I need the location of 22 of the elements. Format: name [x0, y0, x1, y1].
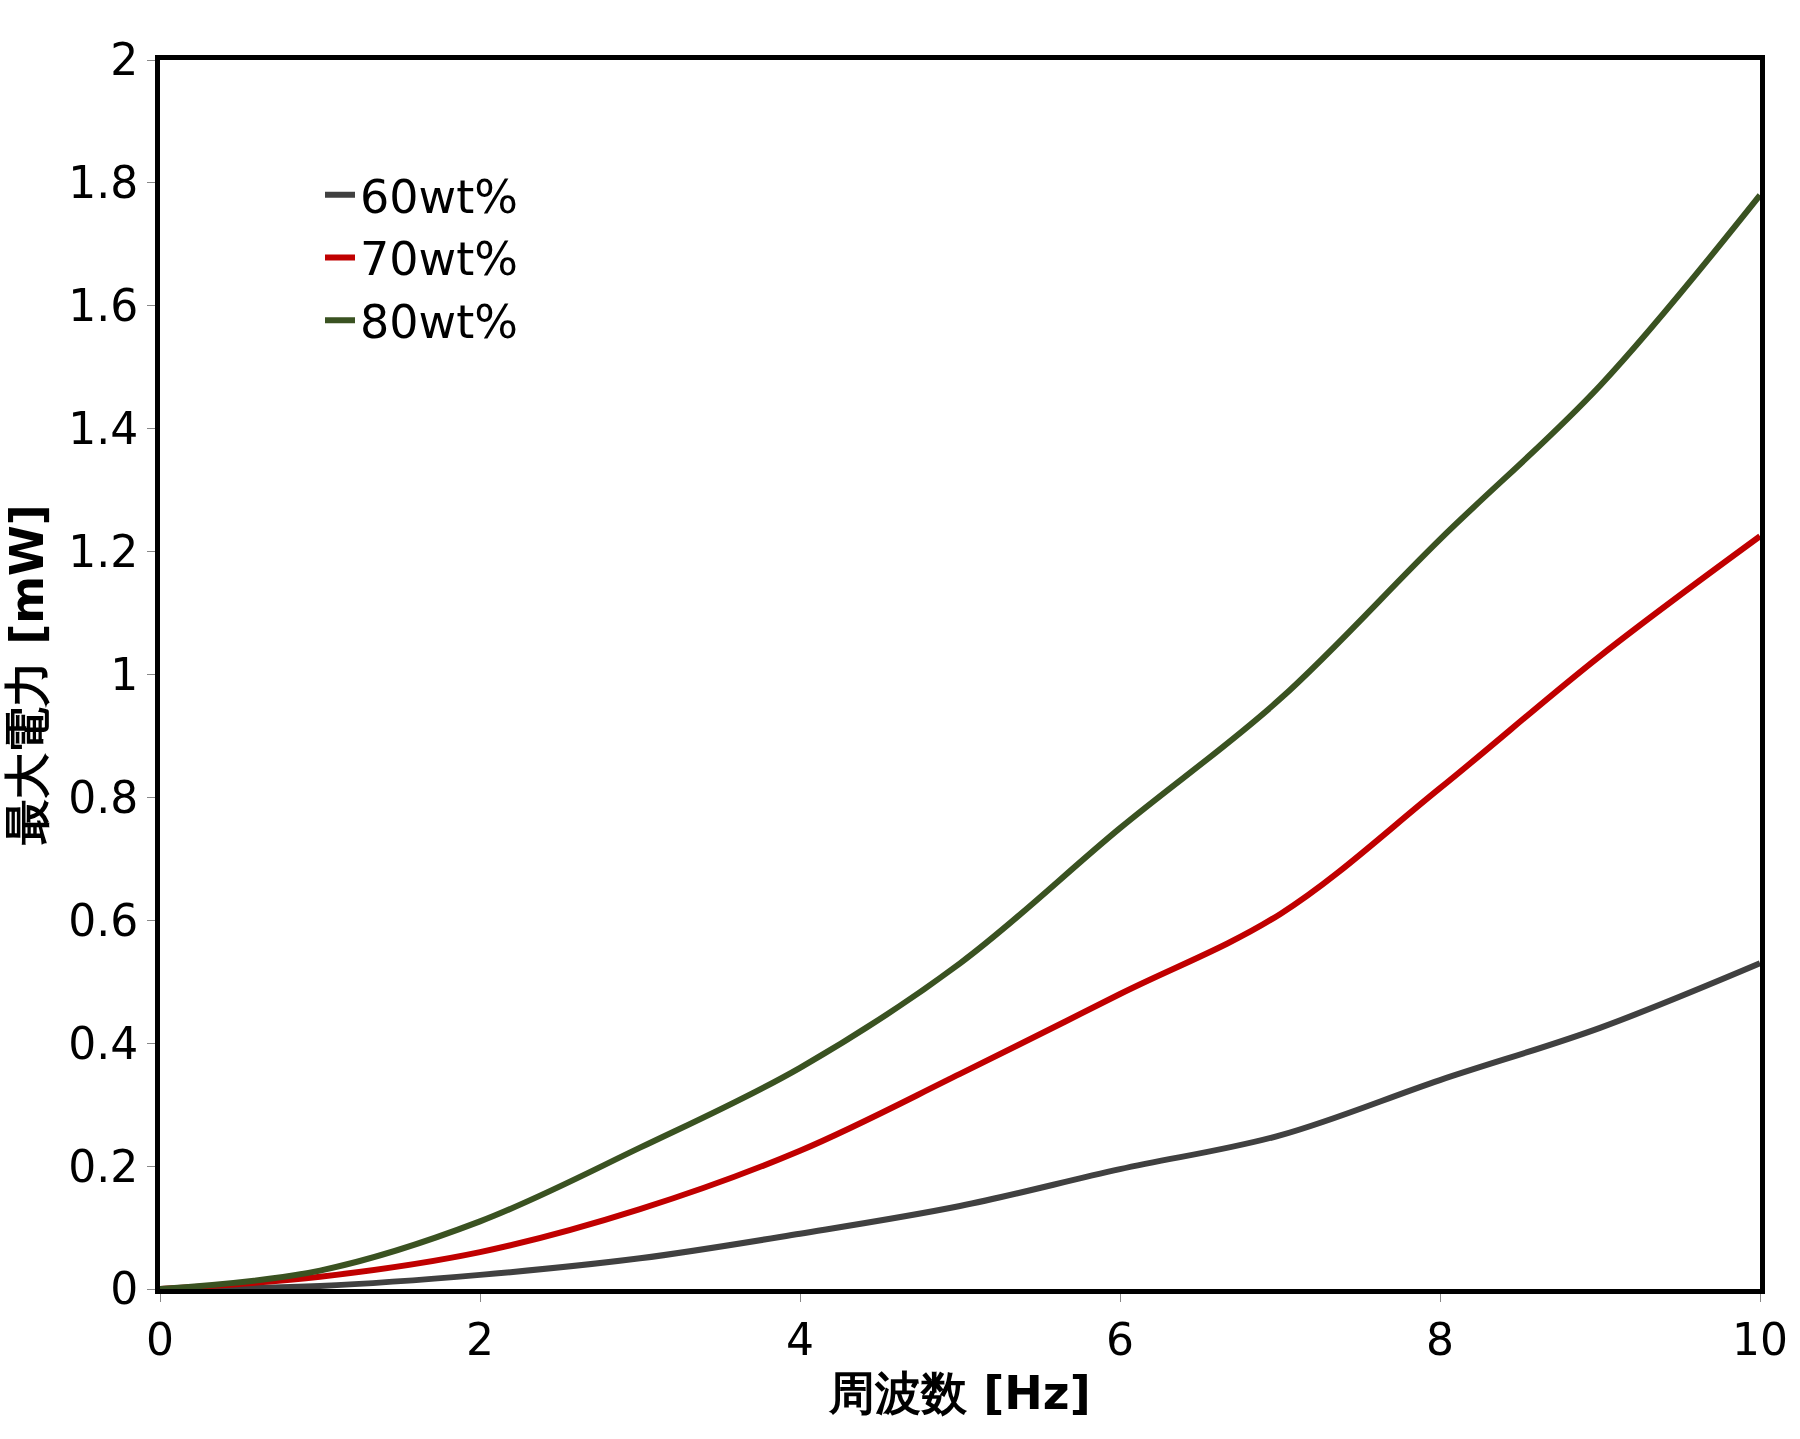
y-tick-label: 1.2 [68, 526, 139, 577]
y-tick-label: 0.8 [68, 771, 139, 823]
x-tick-label: 8 [1426, 1313, 1454, 1365]
legend-label: 70wt% [360, 232, 518, 287]
x-tick-label: 4 [786, 1313, 814, 1365]
x-axis-title: 周波数 [Hz] [828, 1366, 1091, 1421]
y-tick-label: 1.4 [68, 403, 139, 455]
y-tick-label: 1 [110, 648, 139, 700]
y-tick-label: 2 [110, 34, 139, 86]
y-tick-label: 0.2 [68, 1140, 139, 1192]
y-tick-label: 0.4 [68, 1017, 139, 1069]
legend-label: 80wt% [360, 295, 518, 350]
x-tick-label: 2 [466, 1313, 494, 1365]
y-tick-label: 0.6 [68, 894, 139, 946]
y-tick-label: 1.8 [68, 157, 139, 209]
y-tick-label: 0 [110, 1263, 139, 1315]
x-tick-label: 6 [1106, 1313, 1134, 1365]
legend-label: 60wt% [360, 169, 518, 224]
y-tick-label: 1.6 [68, 280, 139, 332]
x-tick-label: 0 [146, 1313, 174, 1365]
y-axis-title: 最大電力 [mW] [0, 504, 54, 845]
x-tick-label: 10 [1732, 1313, 1788, 1365]
